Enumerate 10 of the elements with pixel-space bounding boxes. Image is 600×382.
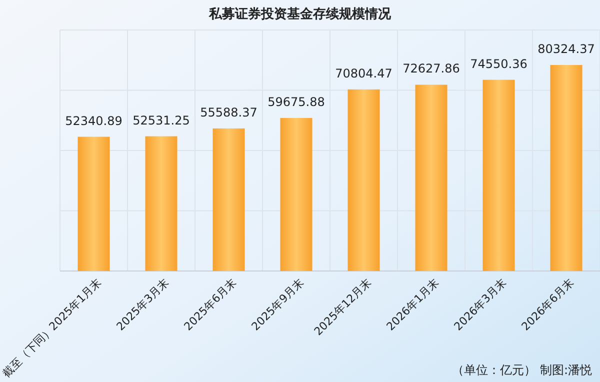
text: （单位：亿元） 制图:潘悦 bbox=[452, 363, 592, 377]
data-label: 59675.88 bbox=[268, 94, 325, 109]
data-label: 80324.37 bbox=[538, 42, 595, 56]
data-label: 52340.89 bbox=[65, 114, 122, 128]
data-label: 55588.37 bbox=[200, 105, 258, 120]
data-label: 74550.36 bbox=[470, 56, 528, 71]
data-label: 52531.25 bbox=[132, 113, 190, 128]
chart-title: 私募证券投资基金存续规模情况 bbox=[208, 7, 392, 22]
data-label: 70804.47 bbox=[335, 66, 392, 80]
data-label: 72627.86 bbox=[402, 62, 460, 76]
